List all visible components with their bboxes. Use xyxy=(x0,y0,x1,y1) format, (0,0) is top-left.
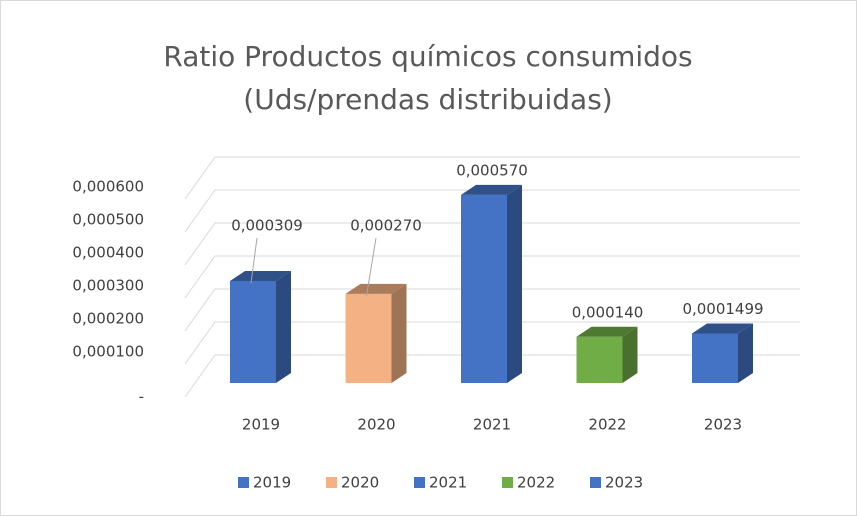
chart-title: Ratio Productos químicos consumidos xyxy=(163,40,692,73)
bar-side xyxy=(391,283,407,383)
bar-side xyxy=(507,184,522,383)
legend-swatch xyxy=(414,477,425,488)
data-label: 0,0001499 xyxy=(682,300,763,318)
bar xyxy=(230,271,291,383)
x-tick-label: 2019 xyxy=(242,416,280,434)
bar xyxy=(461,184,522,383)
grid-line xyxy=(184,156,800,200)
legend-swatch xyxy=(590,477,601,488)
legend-swatch xyxy=(502,477,513,488)
bar-side xyxy=(622,326,638,383)
legend-label: 2023 xyxy=(605,474,643,492)
y-tick-label: 0,000400 xyxy=(72,244,144,262)
legend-label: 2021 xyxy=(429,474,467,492)
legend-label: 2019 xyxy=(253,474,291,492)
data-label: 0,000140 xyxy=(572,303,644,321)
legend-label: 2020 xyxy=(341,474,379,492)
grid-line xyxy=(184,321,800,365)
bar-top xyxy=(692,323,753,334)
leader-line xyxy=(250,237,258,284)
y-tick-label: 0,000600 xyxy=(72,178,144,196)
grid-line xyxy=(184,189,800,233)
grid-line xyxy=(184,222,800,266)
bar-top xyxy=(576,326,638,337)
chart-title: (Uds/prendas distribuidas) xyxy=(243,83,612,116)
leader-line xyxy=(366,237,377,296)
x-tick-label: 2020 xyxy=(357,416,395,434)
legend-swatch xyxy=(326,477,337,488)
bar-side xyxy=(276,271,291,383)
y-tick-label: - xyxy=(139,388,144,406)
bar xyxy=(576,326,638,383)
bar-top xyxy=(230,271,291,282)
bar xyxy=(345,283,407,383)
bar-front xyxy=(576,336,623,383)
x-tick-label: 2021 xyxy=(473,416,511,434)
bar-front xyxy=(461,194,507,383)
bar-front xyxy=(692,333,738,383)
x-tick-label: 2023 xyxy=(704,416,742,434)
bar-top xyxy=(461,184,522,195)
data-label: 0,000570 xyxy=(456,161,528,179)
bar-front xyxy=(230,281,276,383)
bar-side xyxy=(738,323,753,383)
bar-front xyxy=(345,293,392,383)
grid-line xyxy=(184,255,800,299)
bar xyxy=(692,323,753,383)
grid-line xyxy=(184,288,800,332)
legend-label: 2022 xyxy=(517,474,555,492)
y-tick-label: 0,000500 xyxy=(72,211,144,229)
y-tick-label: 0,000100 xyxy=(72,343,144,361)
y-tick-label: 0,000300 xyxy=(72,277,144,295)
y-tick-label: 0,000200 xyxy=(72,310,144,328)
x-tick-label: 2022 xyxy=(588,416,626,434)
legend-swatch xyxy=(238,477,249,488)
data-label: 0,000270 xyxy=(350,217,422,235)
data-label: 0,000309 xyxy=(231,217,303,235)
bar-top xyxy=(345,283,407,294)
